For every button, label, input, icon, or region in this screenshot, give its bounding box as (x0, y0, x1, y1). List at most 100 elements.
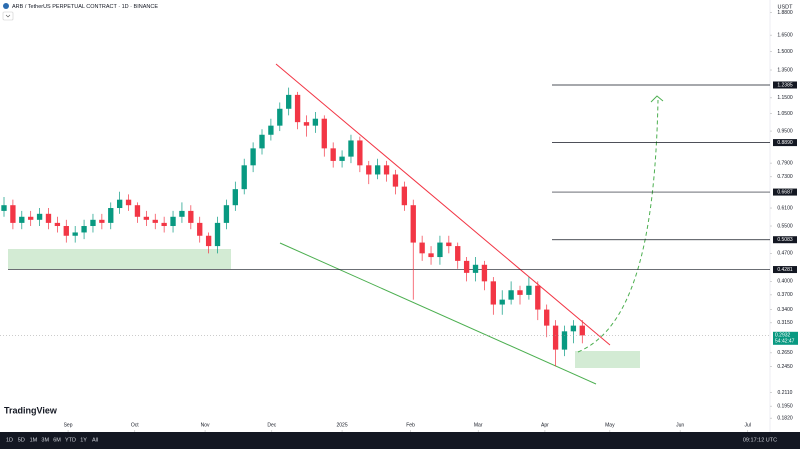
candle-body (374, 165, 381, 175)
range-button[interactable]: 3M (41, 437, 49, 443)
range-button[interactable]: 1M (30, 437, 38, 443)
candle-body (303, 122, 310, 126)
candle-body (250, 148, 256, 166)
x-tick-label: Nov (201, 422, 210, 428)
level-label: 1.2385 (777, 82, 793, 88)
candle-body (19, 216, 25, 223)
y-tick-label: 0.5500 (777, 223, 793, 229)
candle-body (10, 205, 16, 223)
y-tick-label: 0.3400 (777, 307, 793, 313)
x-tick-label: Sep (64, 422, 73, 428)
y-tick-label: 0.6100 (777, 205, 793, 211)
candle-body (383, 165, 390, 175)
candle-body (348, 140, 354, 157)
candle-body (428, 253, 434, 258)
candle-body (339, 156, 345, 161)
candle-body (561, 331, 568, 350)
last-price-label: 0.2932 (775, 333, 791, 339)
candle-body (544, 309, 550, 326)
candle-body (552, 325, 559, 350)
candle-body (205, 235, 212, 247)
range-button[interactable]: All (92, 437, 98, 443)
candle-body (463, 260, 470, 273)
y-tick-label: 1.0500 (777, 111, 793, 117)
candle-body (1, 205, 7, 211)
toolbar (0, 432, 800, 449)
candle-body (286, 94, 292, 109)
candle-body (277, 108, 283, 126)
candle-body (45, 213, 52, 223)
candle-body (579, 325, 585, 336)
range-button[interactable]: 1Y (80, 437, 87, 443)
candle-body (392, 174, 399, 187)
candle-body (490, 281, 496, 305)
candle-body (36, 213, 43, 220)
level-tag (773, 266, 797, 274)
y-tick-label: 0.3700 (777, 292, 793, 298)
candle-body (357, 140, 363, 166)
y-tick-label: 0.9500 (777, 128, 793, 134)
countdown: 54:42:47 (775, 339, 795, 345)
resistance-trendline (275, 63, 611, 346)
y-tick-label: 1.8800 (777, 10, 793, 16)
candle-body (437, 242, 443, 258)
y-tick-label: 0.7900 (777, 160, 793, 166)
y-tick-label: 0.2110 (778, 390, 793, 396)
x-tick-label: May (605, 422, 615, 428)
y-tick-label: 0.2450 (777, 364, 793, 370)
candle-body (170, 216, 176, 227)
level-label: 0.6687 (777, 189, 793, 195)
last-price-tag (773, 331, 798, 345)
y-tick-label: 0.4700 (777, 251, 793, 257)
target-zone (575, 351, 640, 368)
candle-body (401, 186, 408, 206)
range-button[interactable]: YTD (65, 437, 76, 443)
level-label: 0.8890 (777, 140, 793, 146)
candle-body (312, 118, 319, 126)
y-tick-label: 0.4000 (777, 279, 793, 285)
range-button[interactable]: 1D (6, 437, 13, 443)
x-tick-label: Dec (267, 422, 276, 428)
candle-body (570, 325, 577, 332)
y-tick-label: 0.1950 (777, 403, 793, 409)
x-tick-label: Jun (676, 422, 684, 428)
level-tag (773, 188, 797, 196)
candle-body (90, 219, 96, 227)
projection-arrow (577, 99, 659, 353)
candle-body (188, 210, 194, 223)
candle-body (125, 199, 132, 206)
candle-body (72, 232, 78, 236)
level-label: 0.5083 (777, 237, 793, 243)
candle-body (161, 222, 167, 227)
x-tick-label: Mar (474, 422, 483, 428)
candle-body (294, 94, 301, 123)
symbol-icon (3, 3, 9, 9)
candle-body (143, 216, 150, 220)
support-trendline (279, 242, 597, 385)
candle-body (321, 118, 327, 149)
x-tick-label: Oct (131, 422, 139, 428)
y-tick-label: 0.7300 (777, 174, 793, 180)
candle-body (446, 242, 452, 247)
candle-body (508, 290, 514, 300)
collapse-icon (5, 14, 11, 18)
range-button[interactable]: 6M (53, 437, 61, 443)
collapse-button[interactable] (2, 11, 14, 21)
candle-body (214, 222, 221, 247)
chart-title: ARB / TetherUS PERPETUAL CONTRACT · 1D ·… (12, 4, 158, 10)
level-label: 0.4281 (777, 267, 793, 273)
candle-body (232, 189, 238, 206)
candle-body (268, 125, 274, 135)
price-axis: 1.8800 1.6500 1.5000 1.3500 1.1500 1.0500 0.95… (64, 10, 798, 432)
x-tick-label: 2025 (337, 422, 348, 428)
arrow-head (650, 95, 664, 103)
candle-body (330, 148, 336, 161)
y-tick-label: 1.5000 (777, 49, 793, 55)
y-tick-label: 0.1820 (777, 415, 793, 421)
candle-body (499, 299, 505, 305)
candle-body (455, 246, 461, 261)
range-button[interactable]: 5D (18, 437, 25, 443)
support-zone (8, 249, 231, 269)
candle-body (481, 264, 488, 282)
